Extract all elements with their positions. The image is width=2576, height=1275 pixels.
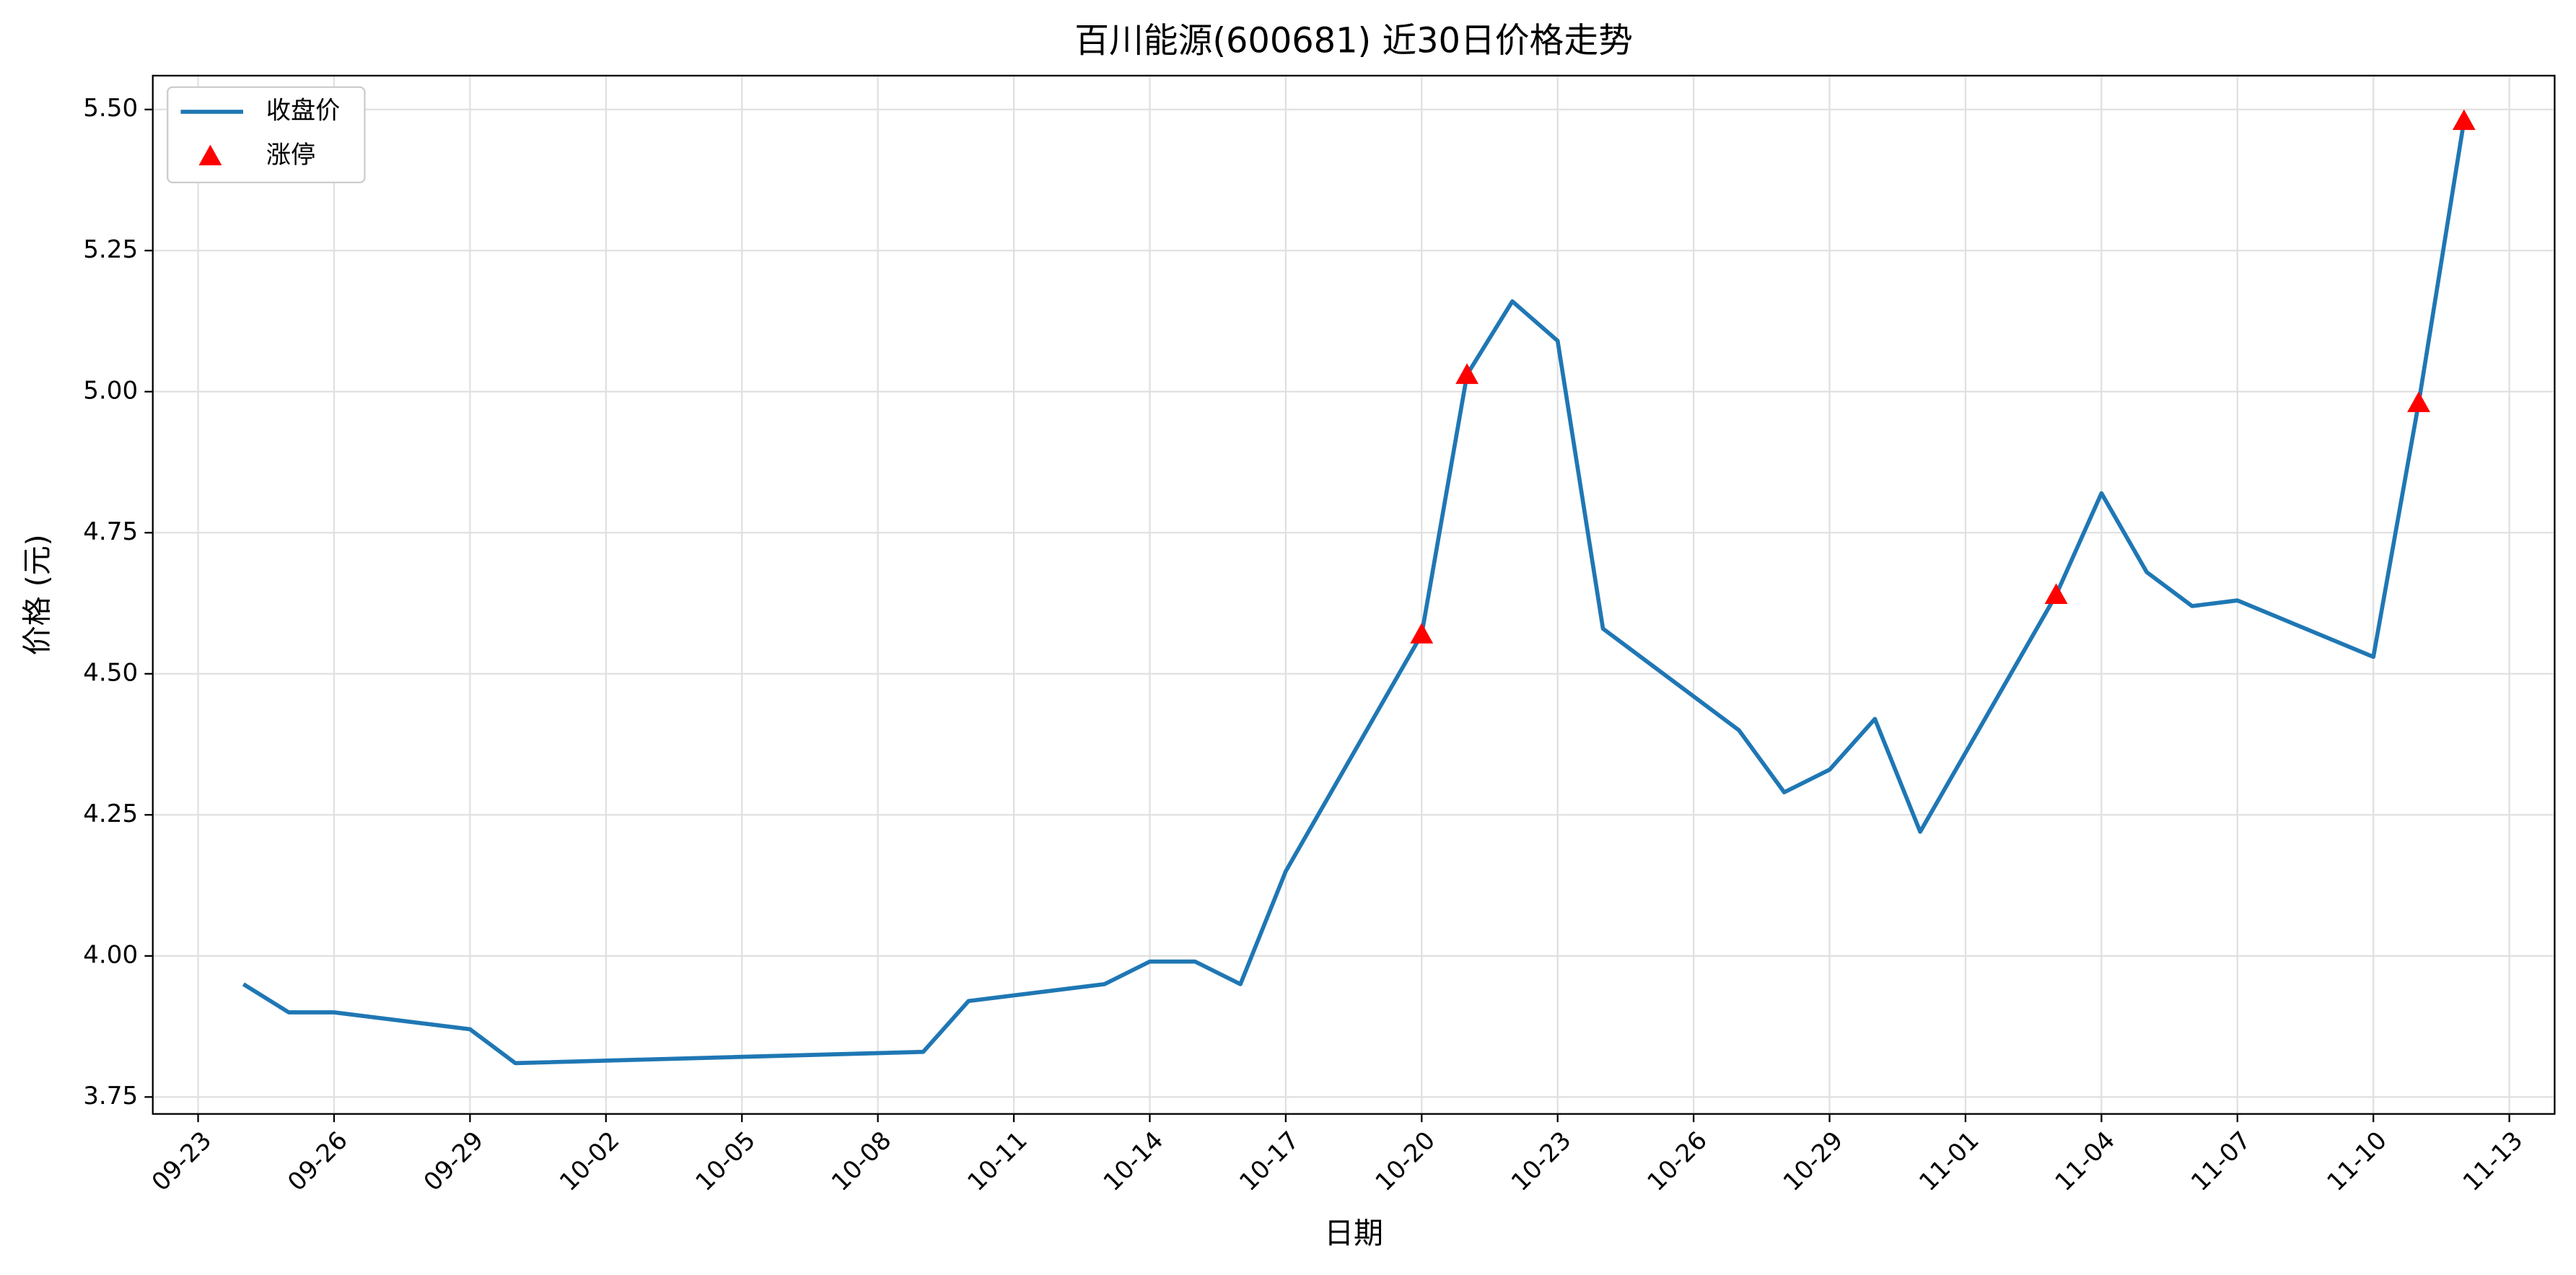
y-tick-label: 4.50 [83,658,138,687]
chart-title: 百川能源(600681) 近30日价格走势 [1074,21,1633,61]
legend-label: 涨停 [266,141,315,170]
price-line [242,120,2466,1066]
plot-frame [152,74,2556,1115]
legend-swatch [198,144,222,166]
y-tick-label: 3.75 [83,1082,138,1110]
y-tick-label: 4.00 [83,940,138,969]
legend-label: 收盘价 [266,96,340,125]
y-tick-label: 5.00 [83,376,138,405]
limit-up-marker [2407,391,2430,413]
y-tick-label: 5.50 [83,94,138,123]
x-axis-label: 日期 [1324,1216,1383,1250]
limit-up-marker [1410,623,1434,644]
limit-up-marker [1455,363,1479,385]
y-tick-label: 4.25 [83,799,138,828]
y-axis-label: 价格 (元) [20,534,55,655]
limit-up-marker [2044,583,2068,605]
y-tick-label: 4.75 [83,517,138,546]
y-tick-label: 5.25 [83,235,138,264]
limit-up-marker [2452,109,2476,131]
